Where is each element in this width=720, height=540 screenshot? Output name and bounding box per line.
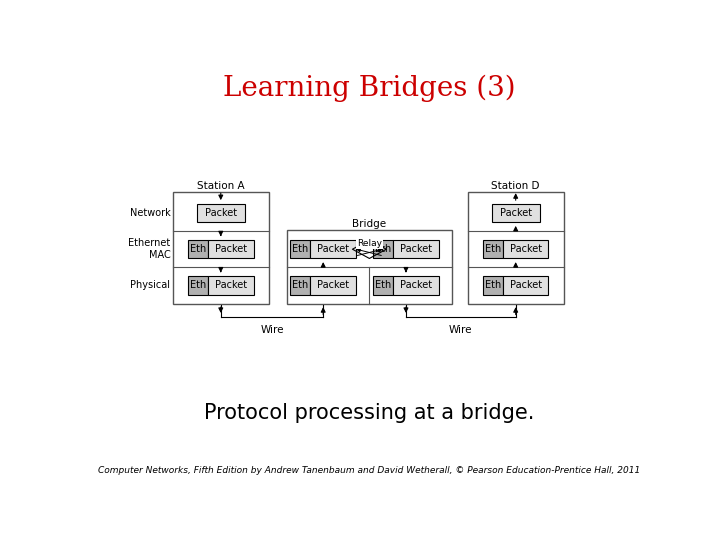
Text: Packet: Packet xyxy=(400,244,432,254)
Bar xyxy=(393,276,438,295)
Text: Packet: Packet xyxy=(510,280,541,291)
Text: Station A: Station A xyxy=(197,181,245,191)
Text: Packet: Packet xyxy=(400,280,432,291)
Text: Packet: Packet xyxy=(215,280,247,291)
Bar xyxy=(393,240,438,259)
Text: Eth: Eth xyxy=(190,244,206,254)
Text: Eth: Eth xyxy=(190,280,206,291)
Bar xyxy=(503,276,549,295)
Text: Ethernet
MAC: Ethernet MAC xyxy=(128,239,171,260)
Bar xyxy=(290,240,310,259)
Text: Wire: Wire xyxy=(260,325,284,335)
Text: Packet: Packet xyxy=(204,208,237,218)
Bar xyxy=(287,231,452,303)
Text: Network: Network xyxy=(130,208,171,218)
Bar xyxy=(373,276,393,295)
Bar xyxy=(173,192,269,303)
Text: Learning Bridges (3): Learning Bridges (3) xyxy=(222,74,516,102)
Bar xyxy=(188,240,208,259)
Text: Eth: Eth xyxy=(485,244,501,254)
Bar xyxy=(373,240,393,259)
Bar xyxy=(188,276,208,295)
Text: Packet: Packet xyxy=(510,244,541,254)
Text: Relay: Relay xyxy=(357,239,382,248)
Bar xyxy=(467,192,564,303)
Text: Eth: Eth xyxy=(375,244,392,254)
Text: Computer Networks, Fifth Edition by Andrew Tanenbaum and David Wetherall, © Pear: Computer Networks, Fifth Edition by Andr… xyxy=(98,466,640,475)
Bar xyxy=(483,240,503,259)
Text: Eth: Eth xyxy=(375,280,392,291)
Text: Physical: Physical xyxy=(130,280,171,291)
Text: Packet: Packet xyxy=(215,244,247,254)
Text: Packet: Packet xyxy=(500,208,532,218)
Text: Eth: Eth xyxy=(292,280,309,291)
Bar xyxy=(503,240,549,259)
Text: Station D: Station D xyxy=(492,181,540,191)
Text: Eth: Eth xyxy=(485,280,501,291)
Bar xyxy=(197,204,245,222)
Bar xyxy=(208,240,253,259)
Bar xyxy=(290,276,310,295)
Bar xyxy=(492,204,539,222)
Bar xyxy=(310,240,356,259)
Text: Wire: Wire xyxy=(449,325,472,335)
Text: Bridge: Bridge xyxy=(352,219,387,229)
Bar xyxy=(483,276,503,295)
Text: Protocol processing at a bridge.: Protocol processing at a bridge. xyxy=(204,403,534,423)
Text: Packet: Packet xyxy=(317,280,349,291)
Bar xyxy=(208,276,253,295)
Text: Eth: Eth xyxy=(292,244,309,254)
Text: Packet: Packet xyxy=(317,244,349,254)
Bar xyxy=(310,276,356,295)
